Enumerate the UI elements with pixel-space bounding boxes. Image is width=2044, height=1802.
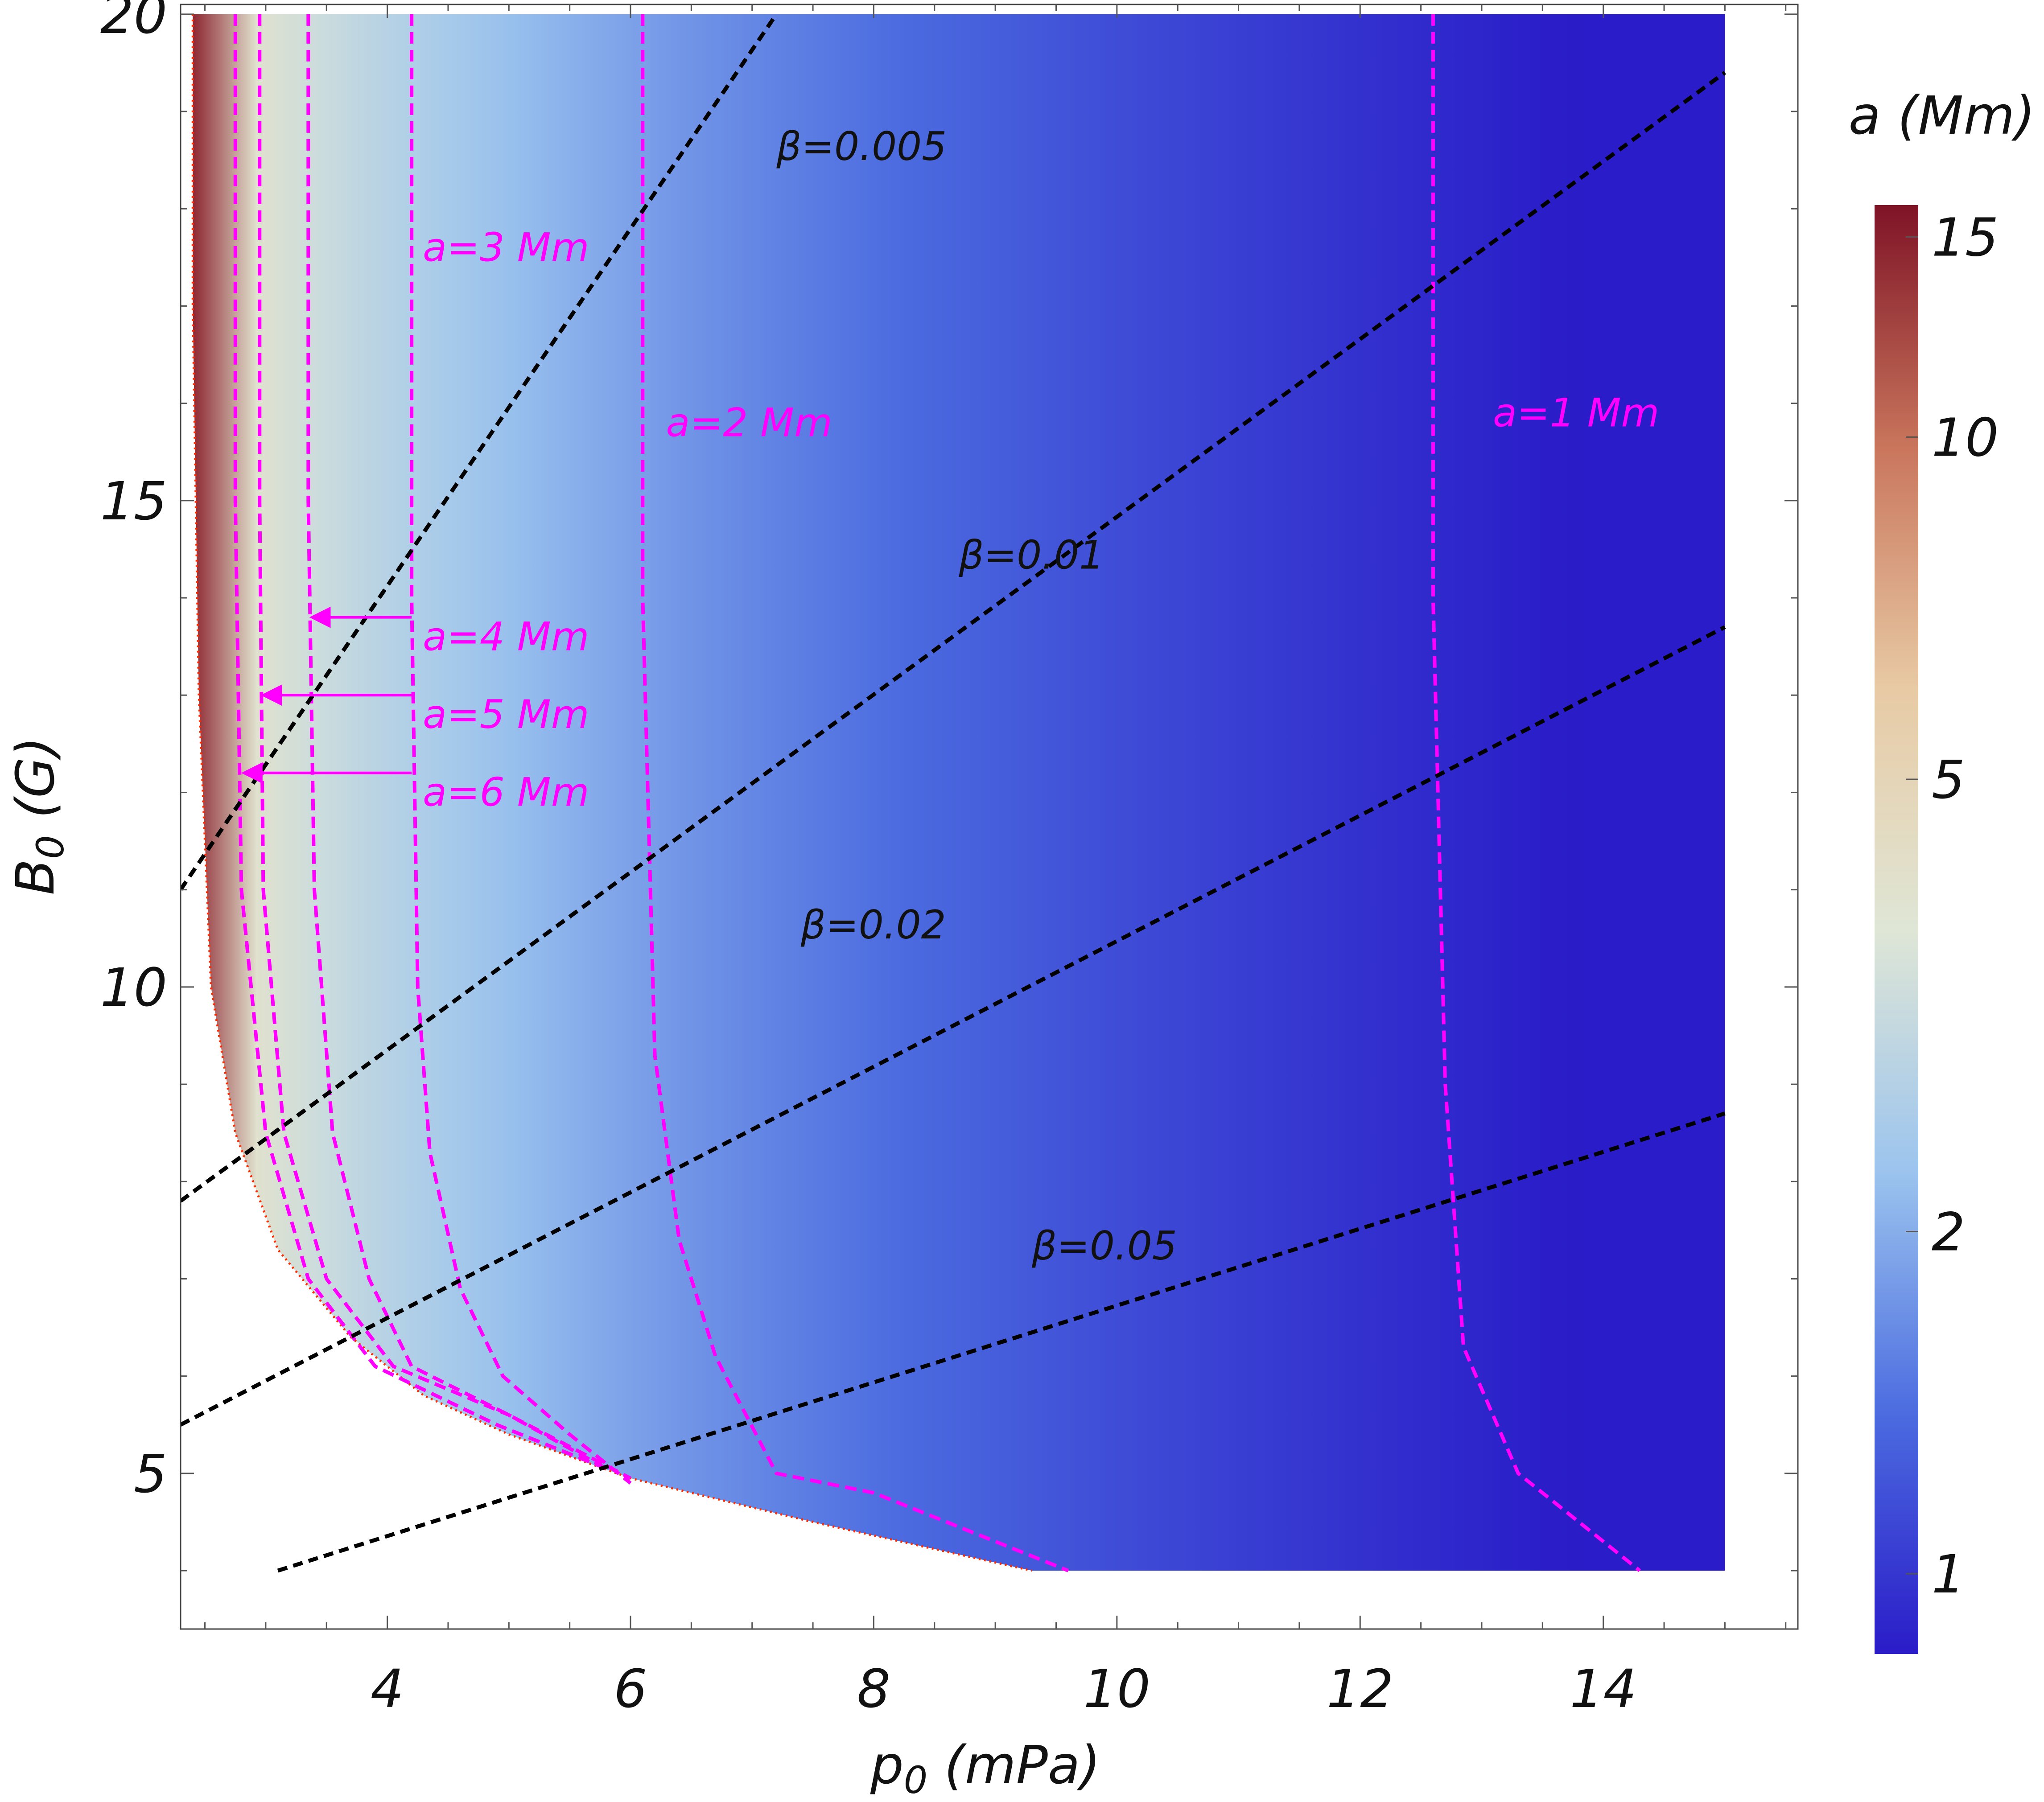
axis-ticks: 4 6 8 10 12 14 5 10 15 20 — [100, 0, 1798, 1720]
colorbar-title: a (Mm) — [1849, 85, 2036, 146]
beta-lines — [181, 13, 1727, 1573]
colorbar-tick-label: 1 — [1932, 1543, 1965, 1605]
beta-label: β=0.05 — [1031, 1223, 1177, 1269]
beta-line — [277, 1111, 1726, 1573]
a-contour-label: a=1 Mm — [1493, 390, 1659, 436]
beta-label: β=0.01 — [958, 532, 1104, 578]
beta-line — [181, 71, 1727, 1203]
region-boundary-line — [191, 14, 1032, 1572]
a-contour-label: a=4 Mm — [423, 613, 589, 659]
x-tick-label: 8 — [857, 1658, 890, 1720]
colorbar-tick-label: 2 — [1932, 1201, 1965, 1263]
beta-line — [181, 625, 1726, 1427]
colorbar: a (Mm) 1 2 5 10 15 — [1849, 85, 2036, 1654]
a-contour-label: a=2 Mm — [666, 399, 832, 445]
a-contour-label: a=6 Mm — [423, 769, 589, 815]
x-tick-label: 10 — [1084, 1658, 1150, 1720]
colorbar-tick-label: 15 — [1932, 206, 1999, 268]
a-contour-line — [1431, 14, 1641, 1572]
a-contour-line — [258, 14, 607, 1470]
y-tick-label: 5 — [134, 1443, 167, 1505]
arrows — [241, 606, 412, 784]
a-contour-line — [641, 14, 1069, 1572]
x-tick-label: 14 — [1570, 1658, 1637, 1720]
x-tick-label: 6 — [614, 1658, 647, 1720]
colorbar-tick-label: 5 — [1932, 749, 1965, 810]
beta-label: β=0.005 — [776, 123, 947, 169]
valid-region-boundary — [191, 14, 1032, 1572]
x-axis-label: p0 (mPa) — [870, 1734, 1100, 1802]
a-contours — [233, 14, 1641, 1572]
a-contour-line — [233, 14, 607, 1470]
annotations: a=1 Mm a=2 Mm a=3 Mm a=4 Mm a=5 Mm a=6 Mm β=0.… — [423, 123, 1659, 1269]
beta-label: β=0.02 — [800, 902, 946, 948]
heatmap — [193, 14, 1725, 1571]
y-tick-label: 20 — [100, 0, 167, 45]
y-axis-label: B0 (G) — [4, 736, 72, 895]
a-contour-label: a=3 Mm — [423, 225, 589, 271]
heat-area — [193, 14, 1725, 1571]
a-contour-line — [410, 14, 632, 1485]
y-tick-label: 15 — [100, 470, 167, 532]
y-tick-label: 10 — [100, 957, 167, 1018]
x-tick-label: 12 — [1327, 1658, 1393, 1720]
x-tick-label: 4 — [371, 1658, 404, 1720]
plot-frame — [180, 4, 1799, 1630]
colorbar-tick-label: 10 — [1932, 407, 1999, 468]
colorbar-gradient-bar — [1875, 205, 1918, 1654]
a-contour-label: a=5 Mm — [423, 691, 589, 737]
